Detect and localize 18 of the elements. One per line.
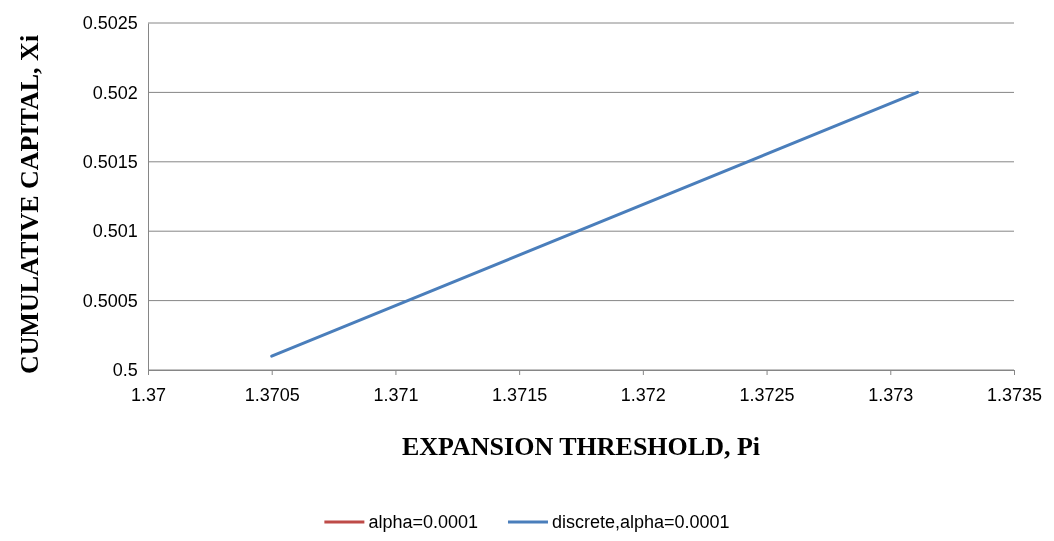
x-tick-label: 1.3715 — [492, 385, 548, 406]
y-tick-label: 0.502 — [92, 82, 138, 103]
y-tick-label: 0.5 — [112, 360, 138, 381]
legend-label: alpha=0.0001 — [368, 512, 478, 532]
y-tick-label: 0.5025 — [82, 13, 138, 34]
legend-label: discrete,alpha=0.0001 — [551, 512, 730, 532]
x-tick-label: 1.3705 — [244, 385, 300, 406]
x-tick-label: 1.37 — [130, 385, 167, 406]
y-axis-title: CUMULATIVE CAPITAL, Xi — [15, 34, 44, 375]
x-tick-label: 1.3725 — [739, 385, 795, 406]
y-tick-label: 0.5015 — [82, 152, 138, 173]
x-axis-title: EXPANSION THRESHOLD, Pi — [401, 432, 761, 461]
y-tick-label: 0.5005 — [82, 290, 138, 311]
x-tick-label: 1.371 — [373, 385, 419, 406]
x-tick-label: 1.3735 — [986, 385, 1043, 406]
x-tick-label: 1.372 — [620, 385, 666, 406]
x-tick-label: 1.373 — [868, 385, 914, 406]
y-tick-label: 0.501 — [92, 221, 138, 242]
